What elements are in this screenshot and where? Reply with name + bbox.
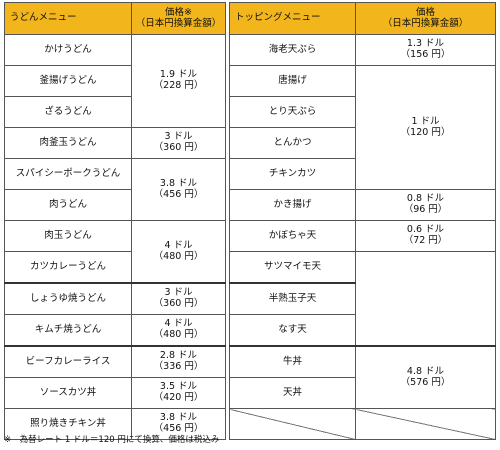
topping-item: なす天: [229, 314, 356, 347]
topping-item: とり天ぷら: [229, 96, 356, 128]
topping-item: かぼちゃ天: [229, 220, 356, 252]
udon-item: 照り焼きチキン丼: [4, 408, 132, 440]
udon-price-cell: 3.5 ドル （420 円）: [131, 377, 226, 409]
udon-price-cell: 2.8 ドル （336 円）: [131, 345, 226, 378]
udon-price-cell: 3.8 ドル （456 円）: [131, 158, 226, 221]
topping-item: チキンカツ: [229, 158, 356, 190]
udon-item: 釜揚げうどん: [4, 65, 132, 97]
udon-item: しょうゆ焼うどん: [4, 282, 132, 315]
topping-price-cell: 0.6 ドル （72 円）: [355, 220, 496, 252]
udon-item: 肉玉うどん: [4, 220, 132, 252]
topping-price-cell: 1.3 ドル （156 円）: [355, 34, 496, 66]
udon-item: スパイシーポークうどん: [4, 158, 132, 190]
udon-item: 肉うどん: [4, 189, 132, 221]
topping-item: 半熟玉子天: [229, 282, 356, 315]
topping-price-blank: [355, 251, 496, 347]
udon-price-cell: 1.9 ドル （228 円）: [131, 34, 226, 128]
topping-item: 天丼: [229, 377, 356, 409]
topping-item: 海老天ぷら: [229, 34, 356, 66]
udon-price-cell: 4 ドル （480 円）: [131, 220, 226, 284]
empty-diagonal-cell: [229, 408, 356, 440]
udon-item: ざるうどん: [4, 96, 132, 128]
topping-item: 牛丼: [229, 345, 356, 378]
menu-price-table: うどんメニュー 価格※ （日本円換算金額） トッピングメニュー 価格 （日本円換算金…: [4, 2, 496, 440]
udon-item: カツカレーうどん: [4, 251, 132, 284]
udon-price-cell: 4 ドル （480 円）: [131, 314, 226, 347]
udon-price-cell: 3 ドル （360 円）: [131, 127, 226, 159]
udon-price-cell: 3 ドル （360 円）: [131, 282, 226, 315]
topping-price-cell: 0.8 ドル （96 円）: [355, 189, 496, 221]
topping-item: サツマイモ天: [229, 251, 356, 284]
topping-price-cell: 4.8 ドル （576 円）: [355, 345, 496, 409]
topping-menu-header: トッピングメニュー: [229, 2, 356, 35]
udon-item: ビーフカレーライス: [4, 345, 132, 378]
topping-price-header: 価格 （日本円換算金額）: [355, 2, 496, 35]
udon-item: かけうどん: [4, 34, 132, 66]
udon-item: ソースカツ丼: [4, 377, 132, 409]
udon-item: キムチ焼うどん: [4, 314, 132, 347]
udon-price-cell: 3.8 ドル （456 円）: [131, 408, 226, 440]
udon-price-header: 価格※ （日本円換算金額）: [131, 2, 226, 35]
empty-diagonal-cell: [355, 408, 496, 440]
exchange-rate-footnote: ※ 為替レート 1 ドル＝120 円にて換算、価格は税込み: [4, 435, 220, 445]
topping-price-cell: 1 ドル （120 円）: [355, 65, 496, 190]
topping-item: 唐揚げ: [229, 65, 356, 97]
udon-menu-header: うどんメニュー: [4, 2, 132, 35]
udon-item: 肉釜玉うどん: [4, 127, 132, 159]
topping-item: かき揚げ: [229, 189, 356, 221]
topping-item: とんかつ: [229, 127, 356, 159]
